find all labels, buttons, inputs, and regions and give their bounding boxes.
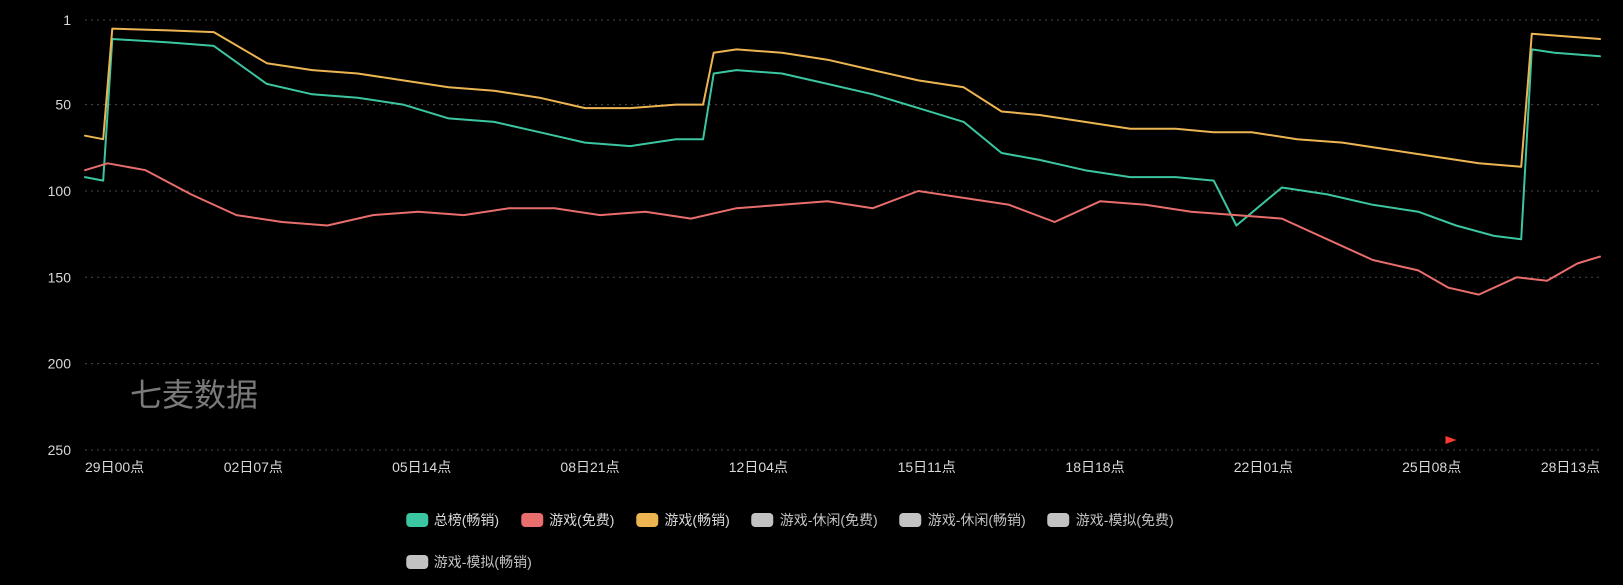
legend: 总榜(畅销) 游戏(免费) 游戏(畅销) 游戏-休闲(免费) 游戏-休闲(畅销) 游戏-模… [406,510,1218,572]
svg-text:250: 250 [48,442,72,458]
legend-label: 游戏-休闲(畅销) [928,510,1026,530]
svg-text:02日07点: 02日07点 [224,459,283,475]
legend-label: 游戏-休闲(免费) [780,510,878,530]
legend-item[interactable]: 游戏-休闲(免费) [752,510,878,530]
legend-swatch-icon [900,513,922,527]
legend-label: 游戏(免费) [549,510,614,530]
svg-text:08日21点: 08日21点 [560,459,619,475]
legend-item[interactable]: 游戏-模拟(免费) [1048,510,1174,530]
svg-text:25日08点: 25日08点 [1402,459,1461,475]
svg-text:200: 200 [48,356,72,372]
chart-svg: 15010015020025029日00点02日07点05日14点08日21点1… [0,0,1623,585]
legend-swatch-icon [521,513,543,527]
svg-text:150: 150 [48,269,72,285]
rank-line-chart: 15010015020025029日00点02日07点05日14点08日21点1… [0,0,1623,585]
svg-text:29日00点: 29日00点 [85,459,144,475]
legend-item[interactable]: 游戏(畅销) [636,510,729,530]
svg-text:100: 100 [48,183,72,199]
legend-item[interactable]: 游戏-休闲(畅销) [900,510,1026,530]
legend-label: 游戏(畅销) [664,510,729,530]
svg-text:50: 50 [55,97,71,113]
legend-swatch-icon [1048,513,1070,527]
svg-text:1: 1 [63,12,71,28]
legend-swatch-icon [752,513,774,527]
legend-swatch-icon [636,513,658,527]
legend-label: 游戏-模拟(免费) [1076,510,1174,530]
svg-text:15日11点: 15日11点 [898,459,956,475]
legend-swatch-icon [406,555,428,569]
svg-text:12日04点: 12日04点 [729,459,788,475]
legend-swatch-icon [406,513,428,527]
legend-label: 总榜(畅销) [434,510,499,530]
legend-item[interactable]: 总榜(畅销) [406,510,499,530]
legend-item[interactable]: 游戏(免费) [521,510,614,530]
svg-text:22日01点: 22日01点 [1234,459,1293,475]
svg-text:18日18点: 18日18点 [1065,459,1124,475]
legend-label: 游戏-模拟(畅销) [434,552,532,572]
legend-item[interactable]: 游戏-模拟(畅销) [406,552,532,572]
svg-text:05日14点: 05日14点 [392,459,451,475]
event-flag-icon [1445,436,1456,450]
svg-text:28日13点: 28日13点 [1541,459,1600,475]
